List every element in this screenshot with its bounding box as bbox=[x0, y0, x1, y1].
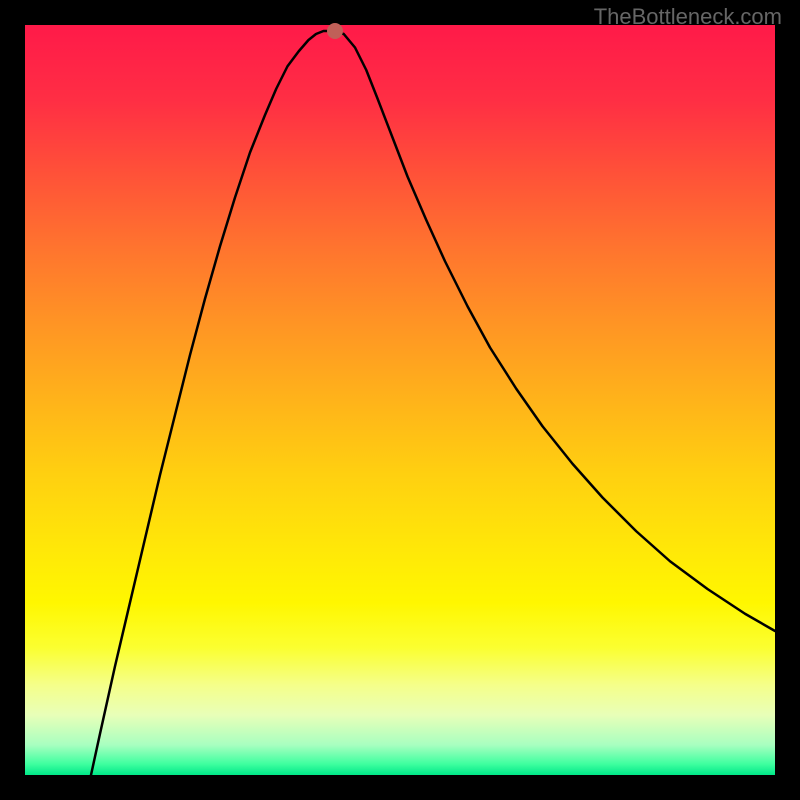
plot-area bbox=[25, 25, 775, 775]
watermark-text: TheBottleneck.com bbox=[594, 4, 782, 30]
minimum-marker bbox=[327, 23, 343, 39]
bottleneck-curve bbox=[25, 25, 775, 775]
